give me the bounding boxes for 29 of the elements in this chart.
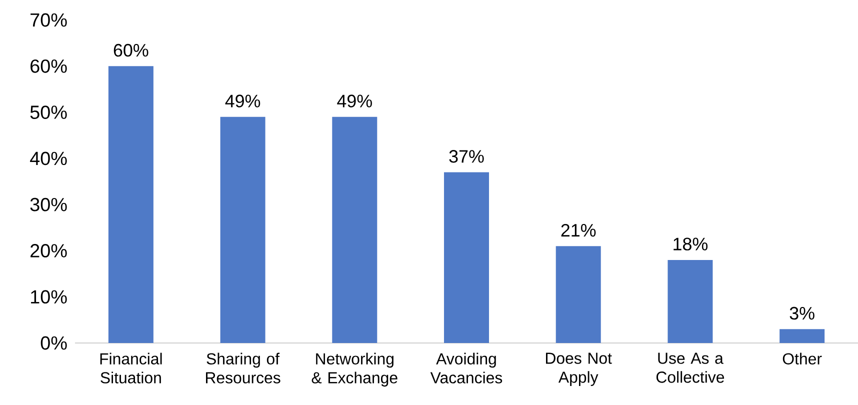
data-label: 3% xyxy=(790,306,814,320)
data-label: 18% xyxy=(674,238,708,250)
data-label: 49% xyxy=(337,94,372,108)
y-tick-label: 20% xyxy=(30,244,67,258)
bar xyxy=(556,246,601,343)
bar xyxy=(444,172,490,343)
y-tick-label: 40% xyxy=(30,152,67,166)
x-tick-label: Sharing of Resources xyxy=(206,352,280,384)
data-label: 60% xyxy=(114,44,148,57)
y-tick-label: 60% xyxy=(30,59,67,73)
y-tick-label: 30% xyxy=(30,198,67,212)
bar xyxy=(332,116,378,343)
x-tick-label: Avoiding Vacancies xyxy=(430,352,502,384)
x-tick-label: Use As a Collective xyxy=(656,352,724,383)
x-tick-label: Networking & Exchange xyxy=(312,352,398,387)
data-label: 21% xyxy=(561,224,596,237)
x-tick-label: Does Not Apply xyxy=(546,352,612,386)
y-tick-label: 70% xyxy=(30,13,67,27)
y-tick-label: 50% xyxy=(30,106,67,119)
bar xyxy=(668,260,713,343)
bar xyxy=(780,329,825,343)
y-tick-label: 0% xyxy=(40,336,67,350)
x-tick-label: Other xyxy=(782,352,822,364)
bar xyxy=(220,116,266,343)
x-tick-label: Financial Situation xyxy=(100,352,162,384)
data-label: 37% xyxy=(449,150,484,163)
data-label: 49% xyxy=(225,94,260,108)
bar xyxy=(108,66,154,343)
y-tick-label: 10% xyxy=(31,290,67,304)
